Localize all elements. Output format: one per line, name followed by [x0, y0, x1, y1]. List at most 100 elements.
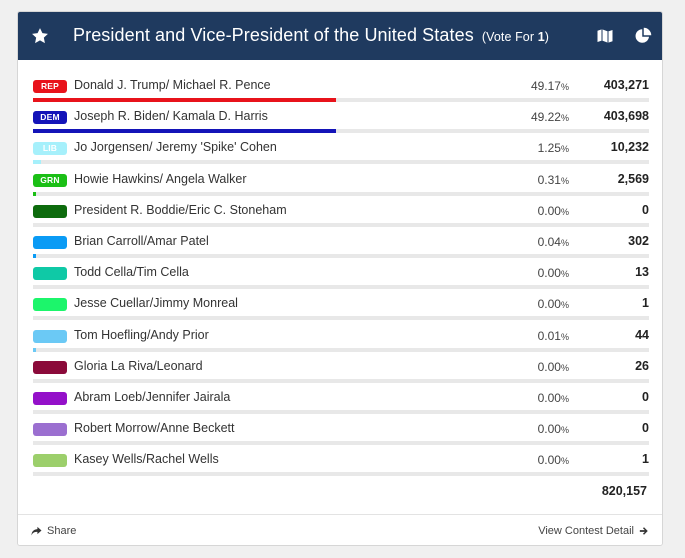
vote-for-count: 1	[537, 30, 545, 44]
vote-percentage-value: 0.00	[537, 359, 561, 374]
view-contest-detail-link[interactable]: View Contest Detail	[538, 525, 649, 537]
contest-header: President and Vice-President of the Unit…	[18, 12, 662, 60]
vote-share-bar	[33, 98, 649, 102]
vote-share-bar-fill	[33, 160, 41, 165]
vote-count: 44	[635, 327, 649, 342]
vote-count: 302	[628, 233, 649, 248]
pie-chart-icon[interactable]	[634, 27, 652, 45]
candidate-row: Jesse Cuellar/Jimmy Monreal 0.00% 1	[33, 292, 649, 323]
candidate-row: DEM Joseph R. Biden/ Kamala D. Harris 49.2…	[33, 105, 649, 136]
vote-percentage-value: 49.22	[530, 110, 561, 125]
candidate-name: Brian Carroll/Amar Patel	[74, 233, 209, 248]
vote-share-bar	[33, 378, 649, 383]
vote-percentage-value: 0.01	[537, 328, 561, 343]
vote-share-bar	[33, 160, 649, 165]
candidate-row: Brian Carroll/Amar Patel 0.04% 302	[33, 230, 649, 261]
candidate-name: President R. Boddie/Eric C. Stoneham	[74, 202, 287, 217]
party-badge	[33, 235, 67, 249]
candidate-row: Todd Cella/Tim Cella 0.00% 13	[33, 261, 649, 292]
vote-percentage-value: 0.00	[537, 422, 561, 437]
percent-symbol: %	[560, 393, 569, 404]
contest-footer: Share View Contest Detail	[18, 514, 662, 545]
vote-percentage: 0.00%	[538, 391, 569, 405]
candidate-name: Tom Hoefling/Andy Prior	[74, 327, 209, 342]
vote-share-bar	[33, 222, 649, 227]
share-icon	[31, 526, 42, 536]
vote-percentage: 49.17%	[531, 79, 569, 93]
percent-symbol: %	[560, 362, 569, 373]
candidate-row: Kasey Wells/Rachel Wells 0.00% 1	[33, 448, 649, 479]
party-badge: GRN	[33, 173, 67, 187]
candidate-name: Todd Cella/Tim Cella	[74, 265, 189, 280]
candidate-row: GRN Howie Hawkins/ Angela Walker 0.31% 2,56…	[33, 168, 649, 199]
party-badge	[33, 454, 67, 468]
candidate-name: Donald J. Trump/ Michael R. Pence	[74, 78, 271, 92]
percent-symbol: %	[560, 82, 569, 92]
candidate-row: Tom Hoefling/Andy Prior 0.01% 44	[33, 324, 649, 355]
vote-share-bar-fill	[33, 253, 36, 258]
vote-percentage: 0.00%	[538, 453, 569, 467]
vote-percentage: 0.31%	[538, 173, 569, 187]
candidate-row: LIB Jo Jorgensen/ Jeremy 'Spike' Cohen 1.2…	[33, 136, 649, 167]
percent-symbol: %	[560, 144, 569, 155]
party-badge	[33, 391, 67, 405]
vote-percentage-value: 1.25	[537, 141, 561, 156]
contest-title: President and Vice-President of the Unit…	[73, 25, 549, 46]
vote-share-bar	[33, 285, 649, 290]
vote-count: 0	[642, 421, 649, 436]
candidate-name: Joseph R. Biden/ Kamala D. Harris	[74, 109, 268, 124]
vote-percentage-value: 0.00	[537, 266, 561, 281]
percent-symbol: %	[560, 269, 569, 280]
vote-count: 26	[635, 358, 649, 373]
percent-symbol: %	[560, 113, 569, 124]
percent-symbol: %	[560, 331, 569, 342]
vote-share-bar	[33, 253, 649, 258]
vote-percentage: 0.04%	[538, 235, 569, 249]
vote-share-bar	[33, 409, 649, 414]
vote-percentage: 0.01%	[538, 329, 569, 343]
percent-symbol: %	[560, 175, 569, 186]
total-votes: 820,157	[601, 484, 647, 498]
vote-count: 2,569	[617, 171, 649, 186]
vote-for-label: (Vote For 1)	[482, 30, 549, 44]
vote-share-bar	[33, 472, 649, 477]
candidate-row: Abram Loeb/Jennifer Jairala 0.00% 0	[33, 386, 649, 417]
candidate-name: Kasey Wells/Rachel Wells	[74, 452, 219, 467]
contest-card: President and Vice-President of the Unit…	[17, 11, 663, 546]
vote-percentage: 0.00%	[538, 266, 569, 280]
candidate-name: Robert Morrow/Anne Beckett	[74, 421, 235, 436]
candidate-row: Gloria La Riva/Leonard 0.00% 26	[33, 355, 649, 386]
vote-percentage: 0.00%	[538, 360, 569, 374]
party-badge: LIB	[33, 142, 67, 156]
vote-share-bar-fill	[33, 347, 36, 352]
vote-share-bar-fill	[33, 129, 337, 134]
share-label: Share	[47, 525, 77, 537]
vote-count: 1	[642, 296, 649, 311]
percent-symbol: %	[560, 300, 569, 311]
vote-percentage: 0.00%	[538, 422, 569, 436]
percent-symbol: %	[560, 425, 569, 436]
vote-count: 403,271	[603, 78, 649, 92]
view-contest-detail-label: View Contest Detail	[538, 525, 634, 537]
map-icon[interactable]	[596, 27, 614, 45]
share-link[interactable]: Share	[31, 525, 76, 537]
vote-percentage-value: 0.31	[537, 172, 561, 187]
vote-percentage-value: 0.00	[537, 390, 561, 405]
vote-share-bar	[33, 129, 649, 134]
arrow-right-icon	[639, 527, 648, 535]
vote-percentage: 0.00%	[538, 204, 569, 218]
candidate-list: REP Donald J. Trump/ Michael R. Pence 49.1…	[33, 74, 649, 479]
party-badge	[33, 360, 67, 374]
party-badge	[33, 329, 67, 343]
percent-symbol: %	[560, 237, 569, 248]
vote-percentage-value: 49.17	[530, 79, 561, 93]
percent-symbol: %	[560, 206, 569, 217]
star-icon[interactable]	[30, 26, 50, 46]
vote-percentage: 49.22%	[531, 110, 569, 124]
candidate-row: President R. Boddie/Eric C. Stoneham 0.00…	[33, 199, 649, 230]
vote-share-bar-fill	[33, 98, 336, 102]
vote-share-bar	[33, 347, 649, 352]
candidate-name: Gloria La Riva/Leonard	[74, 358, 203, 373]
vote-share-bar-fill	[33, 191, 36, 196]
candidate-name: Abram Loeb/Jennifer Jairala	[74, 389, 231, 404]
